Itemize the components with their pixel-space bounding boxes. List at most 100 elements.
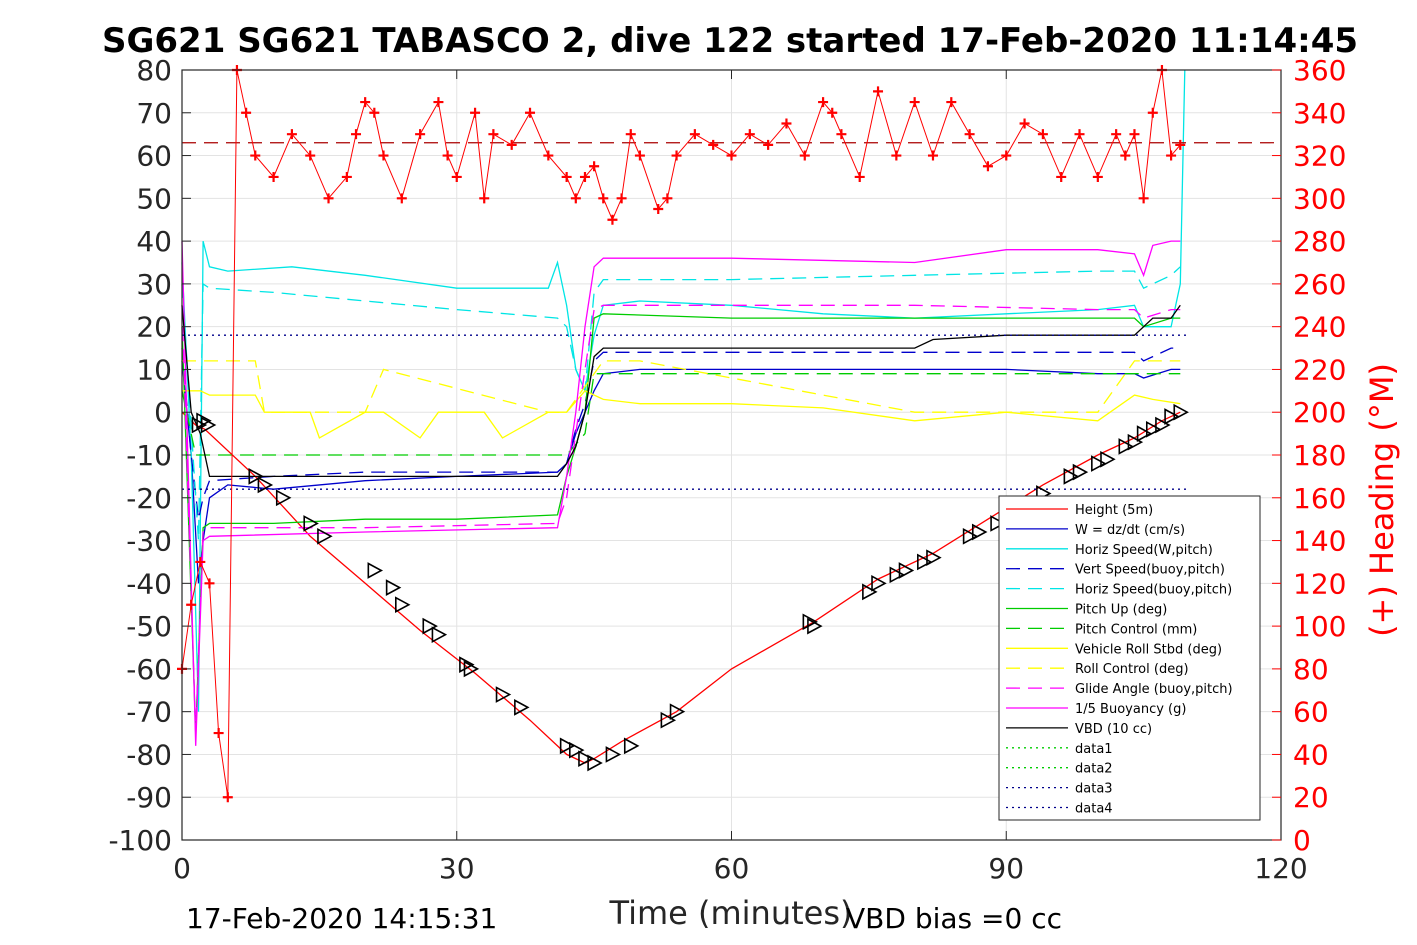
y-right-tick-label: 100 — [1293, 610, 1346, 643]
dive-marker — [1091, 455, 1107, 472]
heading-point — [616, 193, 627, 204]
heading-point — [351, 129, 362, 140]
dive-marker — [275, 489, 292, 507]
heading-point — [982, 161, 993, 172]
heading-point — [1074, 129, 1085, 140]
heading-point — [341, 171, 352, 182]
x-axis-ticks: 0 30 60 90 120 — [173, 70, 1308, 885]
y-tick-label: 70 — [136, 97, 172, 130]
heading-point — [1111, 129, 1122, 140]
marker-layer — [191, 403, 1189, 772]
y-tick-label: -30 — [126, 525, 172, 558]
legend-label-5: Pitch Up (deg) — [1075, 603, 1167, 618]
heading-point — [799, 150, 810, 161]
y-axis-ticks: 80 70 60 50 40 30 20 10 0 -10 -20 -30 -40 -50 -60 -70 -8… — [108, 54, 191, 857]
heading-point — [891, 150, 902, 161]
y-right-tick-label: 200 — [1293, 396, 1346, 429]
heading-point — [488, 129, 499, 140]
y-tick-label: -10 — [126, 439, 172, 472]
dive-marker — [660, 711, 677, 729]
legend-label-11: VBD (10 cc) — [1075, 722, 1152, 737]
y-right-tick-label: 360 — [1293, 54, 1346, 87]
heading-point — [396, 193, 407, 204]
heading-point — [763, 139, 774, 150]
heading-point — [607, 214, 618, 225]
y-tick-label: -40 — [126, 567, 172, 600]
heading-point — [250, 150, 261, 161]
heading-point — [570, 193, 581, 204]
y-tick-label: 60 — [136, 140, 172, 173]
heading-point — [1147, 107, 1158, 118]
heading-point — [689, 129, 700, 140]
y-right-tick-label: 20 — [1293, 781, 1329, 814]
series-layer — [181, 69, 1190, 764]
heading-point — [1019, 118, 1030, 129]
y-axis-right-ticks: 3603403203002802602402202001801601401201… — [1272, 54, 1346, 857]
dive-marker — [196, 412, 212, 430]
legend-label-4: Horiz Speed(buoy,pitch) — [1075, 583, 1232, 598]
legend-box — [998, 495, 1261, 821]
dive-marker — [495, 686, 512, 703]
dive-marker — [422, 617, 438, 635]
heading-point — [927, 150, 938, 161]
dive-marker — [1136, 425, 1153, 442]
legend-label-2: Horiz Speed(W,pitch) — [1075, 543, 1213, 558]
dive-marker — [802, 613, 819, 631]
y-tick-label: -100 — [108, 824, 172, 857]
legend: Height (5m) W = dz/dt (cm/s) Horiz Speed(W… — [998, 495, 1261, 821]
footer-vbd-bias: VBD bias =0 cc — [846, 902, 1062, 935]
legend-label-6: Pitch Control (mm) — [1075, 622, 1197, 637]
y-tick-label: -60 — [126, 653, 172, 686]
dive-marker — [862, 583, 878, 601]
heading-point — [213, 728, 224, 739]
series-line-4 — [181, 266, 1181, 541]
dive-marker — [669, 703, 686, 721]
series-line-11 — [181, 304, 1181, 478]
dive-marker — [191, 416, 208, 434]
heading-point — [451, 171, 462, 182]
heading-point — [415, 129, 426, 140]
heading-point — [589, 161, 600, 172]
heading-point — [1129, 129, 1140, 140]
heading-point — [1092, 171, 1103, 182]
dive-marker — [871, 574, 887, 592]
heading-point — [827, 107, 838, 118]
heading-point — [653, 204, 664, 215]
heading-point — [268, 171, 279, 182]
series-line-9 — [181, 304, 1181, 734]
heading-point — [360, 97, 371, 108]
series-line-0 — [181, 411, 1181, 764]
dive-marker — [569, 741, 585, 759]
heading-point — [241, 107, 252, 118]
y-tick-label: 80 — [136, 54, 172, 87]
dive-marker — [514, 699, 530, 716]
y-right-tick-label: 140 — [1293, 525, 1346, 558]
dive-marker — [559, 737, 576, 755]
legend-label-1: W = dz/dt (cm/s) — [1075, 523, 1185, 538]
heading-point — [204, 578, 215, 589]
series-line-3 — [181, 347, 1181, 520]
dive-marker — [431, 626, 448, 644]
y-tick-label: 50 — [136, 182, 172, 215]
heading-point — [946, 97, 957, 108]
dive-marker — [1072, 463, 1089, 481]
heading-point — [186, 599, 197, 610]
heading-point — [222, 792, 233, 803]
dive-marker — [898, 562, 915, 579]
heading-point — [305, 150, 316, 161]
heading-point — [479, 193, 490, 204]
legend-label-8: Roll Control (deg) — [1075, 662, 1189, 677]
x-tick-label: 120 — [1254, 852, 1307, 885]
y-right-tick-label: 40 — [1293, 738, 1329, 771]
y-right-tick-label: 240 — [1293, 311, 1346, 344]
dive-marker — [605, 746, 622, 763]
legend-label-12: data1 — [1075, 742, 1113, 757]
dive-marker — [1100, 450, 1116, 468]
legend-label-10: 1/5 Buoyancy (g) — [1075, 702, 1186, 717]
y-tick-label: 20 — [136, 311, 172, 344]
y-tick-label: -70 — [126, 696, 172, 729]
heading-point — [744, 129, 755, 140]
dive-marker — [303, 515, 319, 532]
dive-marker — [990, 515, 1006, 532]
